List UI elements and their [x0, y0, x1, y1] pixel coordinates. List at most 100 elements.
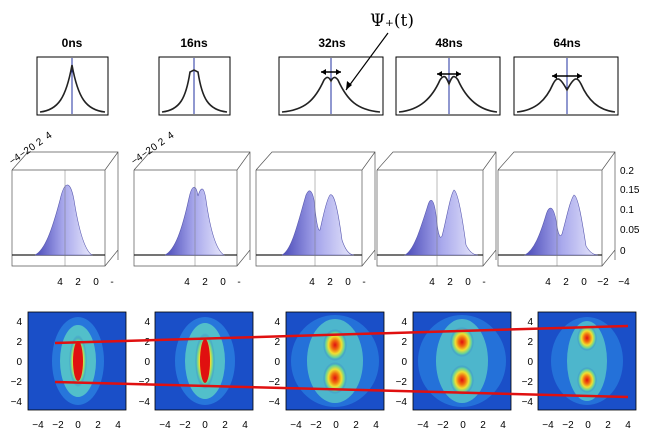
map-y-tick: 4 — [401, 317, 407, 328]
map-y-tick: 0 — [274, 357, 280, 368]
map-y-axis-1: 4 2 0 −2 −4 — [139, 317, 151, 408]
surface-x-tick: - — [362, 277, 365, 288]
profile-curve — [281, 76, 381, 113]
map-y-tick: −4 — [522, 397, 534, 408]
map-x-tick: 0 — [585, 420, 591, 431]
map-x-tick: −2 — [179, 420, 191, 431]
map-y-tick: 4 — [274, 317, 280, 328]
map-y-tick: 4 — [144, 317, 150, 328]
profile-panel-3: 48ns — [395, 36, 501, 116]
density-map-0 — [27, 311, 127, 411]
surface-x-tick: 0 — [581, 277, 587, 288]
map-y-tick: −2 — [396, 377, 408, 388]
map-x-tick: 4 — [373, 420, 379, 431]
map-x-tick: 2 — [605, 420, 611, 431]
profile-panel-0: 0ns — [36, 36, 109, 116]
surface-top-tick: 0 — [149, 141, 160, 153]
surface-z-axis: 0.2 0.15 0.1 0.05 0 — [620, 166, 640, 257]
surface-x-tick: 2 — [202, 277, 208, 288]
map-y-tick: 2 — [144, 337, 150, 348]
map-x-tick: −2 — [562, 420, 574, 431]
map-y-axis-4: 4 2 0 −2 −4 — [522, 317, 534, 408]
profile-curve — [516, 78, 616, 113]
profile-row: 0ns 16ns 32ns 48ns 64ns — [36, 36, 619, 116]
map-y-tick: 0 — [527, 357, 533, 368]
surface-x-tick: 4 — [309, 277, 315, 288]
map-y-tick: 4 — [527, 317, 533, 328]
map-y-tick: 2 — [274, 337, 280, 348]
profile-panel-4: 64ns — [513, 36, 619, 116]
surface-x-tick: 4 — [545, 277, 551, 288]
map-x-tick: 4 — [500, 420, 506, 431]
surface-x-tick: 4 — [429, 277, 435, 288]
surface-panel-0: 4 2 0 - −4 −2 0 2 4 — [7, 130, 119, 288]
surface-panel-4: 4 2 0 −2 −4 0.2 0.15 0.1 0.05 0 — [497, 151, 640, 288]
density-map-1 — [154, 311, 254, 411]
map-y-tick: 0 — [16, 357, 22, 368]
map-x-tick: 0 — [460, 420, 466, 431]
map-x-tick: −2 — [310, 420, 322, 431]
map-x-tick: 4 — [115, 420, 121, 431]
surface-x-tick: 0 — [93, 277, 99, 288]
map-y-tick: −4 — [269, 397, 281, 408]
map-x-tick: 0 — [202, 420, 208, 431]
surface-x-tick: 0 — [465, 277, 471, 288]
surface-row: 4 2 0 - −4 −2 0 2 4 4 2 0 - −4 −2 — [7, 130, 639, 288]
profile-curve — [398, 75, 498, 113]
time-label-4: 64ns — [553, 36, 581, 50]
surface-top-tick: 4 — [165, 130, 176, 142]
map-y-tick: −2 — [139, 377, 151, 388]
time-label-3: 48ns — [435, 36, 463, 50]
surface-x-tick: 2 — [563, 277, 569, 288]
surface-panel-1: 4 2 0 - −4 −2 0 2 4 — [129, 130, 251, 288]
surface-z-tick: 0.05 — [620, 225, 640, 236]
density-map-3 — [412, 311, 512, 411]
profile-curve — [161, 69, 228, 113]
psi-label: Ψ₊(t) — [370, 11, 414, 31]
surface-top-axis: −4 −2 0 2 4 — [7, 130, 54, 168]
surface-x-tick: 2 — [75, 277, 81, 288]
map-y-tick: 0 — [401, 357, 407, 368]
surface-x-tick: - — [482, 277, 485, 288]
map-x-tick: 0 — [333, 420, 339, 431]
surface-x-tick: 2 — [447, 277, 453, 288]
surface-x-tick: −4 — [618, 277, 630, 288]
map-x-axis-1: −4 −2 0 2 4 — [159, 420, 248, 431]
density-map-row: 4 2 0 −2 −4 4 2 0 −2 −4 4 2 0 −2 −4 4 2 … — [11, 311, 637, 431]
map-y-tick: −4 — [11, 397, 23, 408]
map-y-tick: 2 — [401, 337, 407, 348]
surface-top-tick: 0 — [27, 141, 38, 153]
map-y-tick: −2 — [11, 377, 23, 388]
surface-x-tick: - — [110, 277, 113, 288]
surface-x-tick: 4 — [57, 277, 63, 288]
map-x-tick: −4 — [417, 420, 429, 431]
map-x-tick: −4 — [159, 420, 171, 431]
map-x-tick: 2 — [95, 420, 101, 431]
surface-z-tick: 0.1 — [620, 205, 634, 216]
density-map-2 — [285, 311, 385, 411]
upper-guide-line — [54, 324, 629, 345]
surface-top-tick: 4 — [43, 130, 54, 142]
psi-annotation: Ψ₊(t) — [345, 11, 414, 91]
map-y-tick: −4 — [139, 397, 151, 408]
map-x-tick: −2 — [437, 420, 449, 431]
map-y-tick: 2 — [16, 337, 22, 348]
density-map-4 — [537, 311, 637, 411]
surface-panel-2: 4 2 0 - — [255, 151, 376, 288]
map-x-axis-2: −4 −2 0 2 4 — [290, 420, 379, 431]
surface-x-tick: 0 — [345, 277, 351, 288]
surface-z-tick: 0 — [620, 246, 626, 257]
map-x-axis-0: −4 −2 0 2 4 — [32, 420, 121, 431]
time-label-0: 0ns — [62, 36, 83, 50]
map-x-tick: 2 — [480, 420, 486, 431]
surface-z-tick: 0.2 — [620, 166, 634, 177]
surface-top-axis: −4 −2 0 2 4 — [129, 130, 176, 168]
map-x-tick: −2 — [52, 420, 64, 431]
map-x-axis-3: −4 −2 0 2 4 — [417, 420, 506, 431]
map-x-axis-4: −4 −2 0 2 4 — [542, 420, 631, 431]
map-y-axis-3: 4 2 0 −2 −4 — [396, 317, 408, 408]
surface-x-tick: 2 — [327, 277, 333, 288]
time-label-2: 32ns — [318, 36, 346, 50]
map-y-tick: −2 — [269, 377, 281, 388]
